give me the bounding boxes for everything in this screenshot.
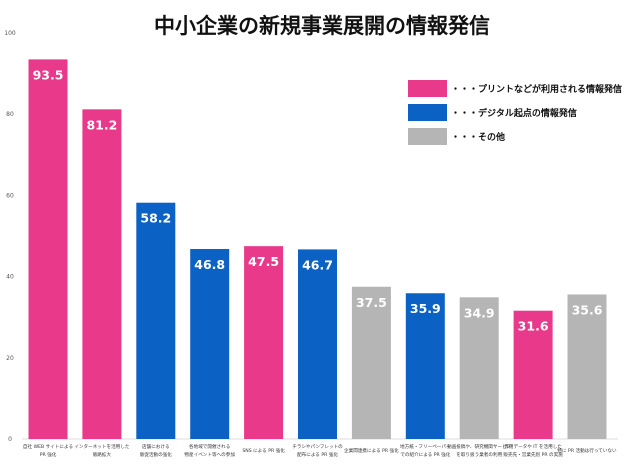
bar	[28, 59, 68, 439]
data-label: 81.2	[86, 117, 117, 132]
legend: ・・・プリントなどが利用される情報発信・・・デジタル起点の情報発信・・・その他	[408, 80, 622, 145]
y-tick-label: 80	[6, 111, 14, 118]
y-tick-label: 60	[6, 192, 14, 199]
chart-title: 中小企業の新規事業展開の情報発信	[154, 14, 490, 38]
bar	[513, 310, 553, 439]
x-tick-label: 企業間連携による PR 強化	[344, 447, 399, 454]
legend-swatch	[408, 104, 447, 121]
data-label: 93.5	[33, 67, 64, 82]
legend-swatch	[408, 80, 447, 97]
x-tick-label: 専用データや IT を活用した	[504, 443, 562, 450]
y-tick-label: 100	[4, 30, 16, 37]
bar	[567, 294, 607, 439]
bar	[459, 297, 499, 439]
x-tick-label: 自社 WEB サイトによる	[23, 443, 73, 450]
x-tick-label: PR 強化	[40, 451, 57, 458]
x-tick-label: 各地域で開催される	[189, 443, 230, 450]
x-tick-label: 販促活動の強化	[140, 451, 173, 458]
data-label: 58.2	[140, 211, 171, 226]
x-tick-label: 地方紙・フリーペーパー	[400, 443, 451, 450]
bar	[351, 286, 391, 439]
bar	[136, 202, 176, 439]
data-label: 46.7	[302, 257, 333, 272]
x-tick-label: 特に PR 活動は行っていない	[557, 447, 617, 454]
y-tick-label: 40	[6, 274, 14, 281]
data-label: 34.9	[464, 305, 495, 320]
bar	[82, 109, 122, 439]
bar	[190, 248, 230, 439]
x-tick-label: での紹介による PR 強化	[400, 451, 450, 458]
x-tick-label: 配布による PR 強化	[297, 451, 338, 458]
data-label: 46.8	[194, 257, 225, 272]
data-labels: 93.5 81.2 58.2 46.8 47.5 46.7 37.5 35.9 34.9 31.6…	[33, 67, 603, 333]
legend-label: ・・・その他	[451, 131, 505, 143]
data-label: 37.5	[356, 295, 387, 310]
bars	[28, 59, 607, 439]
legend-label: ・・・デジタル起点の情報発信	[451, 107, 577, 119]
data-label: 35.6	[572, 302, 603, 317]
data-label: 35.9	[410, 301, 441, 316]
legend-label: ・・・プリントなどが利用される情報発信	[451, 83, 622, 95]
bar	[244, 246, 284, 439]
x-tick-label: インターネットを活用した	[74, 443, 130, 450]
data-label: 31.6	[518, 319, 549, 334]
bar	[405, 293, 445, 439]
x-tick-label: 店舗における	[142, 443, 170, 450]
x-tick-label: チラシやパンフレットの	[292, 443, 343, 450]
x-tick-label: 動画投稿や、研究機関サービス	[447, 443, 512, 450]
data-label: 47.5	[248, 254, 279, 269]
x-tick-label: 販路拡大	[93, 451, 112, 458]
x-tick-label: 販売先・営業先別 PR の実施	[503, 451, 563, 458]
legend-swatch	[408, 128, 447, 145]
bar	[298, 249, 337, 439]
x-tick-label: 物産イベント等への参加	[184, 451, 235, 458]
y-tick-label: 0	[8, 436, 12, 443]
x-tick-label: を取り扱う業者の利用	[456, 451, 502, 458]
y-axis: 0 20 40 60 80 100	[4, 30, 16, 443]
x-tick-label: SNS による PR 強化	[242, 447, 285, 454]
y-tick-label: 20	[6, 355, 14, 362]
